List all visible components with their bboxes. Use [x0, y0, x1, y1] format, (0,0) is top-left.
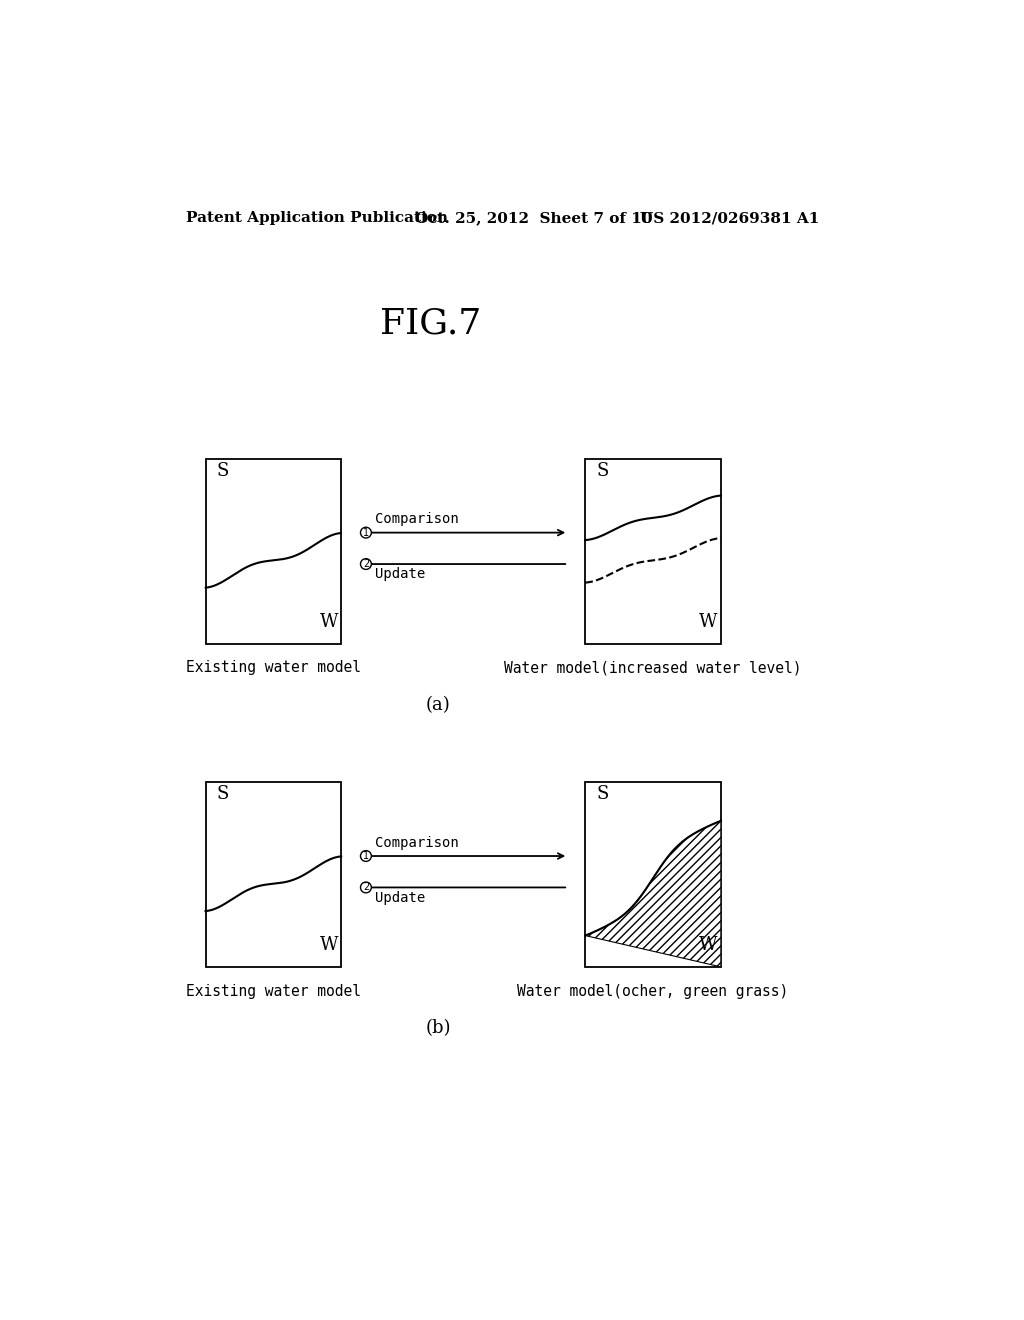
Text: Comparison: Comparison	[375, 512, 459, 527]
Text: Patent Application Publication: Patent Application Publication	[186, 211, 449, 226]
Text: 2: 2	[362, 560, 369, 569]
Text: (a): (a)	[426, 696, 451, 714]
Text: Oct. 25, 2012  Sheet 7 of 10: Oct. 25, 2012 Sheet 7 of 10	[415, 211, 652, 226]
Text: Existing water model: Existing water model	[185, 660, 360, 676]
Text: S: S	[596, 462, 608, 479]
Text: S: S	[596, 785, 608, 803]
Text: Water model(ocher, green grass): Water model(ocher, green grass)	[517, 983, 788, 999]
Text: W: W	[319, 612, 338, 631]
Text: US 2012/0269381 A1: US 2012/0269381 A1	[640, 211, 819, 226]
Text: W: W	[699, 612, 718, 631]
Text: (b): (b)	[425, 1019, 451, 1038]
Text: W: W	[699, 936, 718, 954]
Polygon shape	[586, 821, 721, 966]
Circle shape	[360, 850, 372, 862]
Circle shape	[360, 558, 372, 569]
Text: 1: 1	[362, 528, 369, 537]
Bar	[586, 781, 721, 966]
Text: Update: Update	[375, 891, 426, 904]
Text: W: W	[319, 936, 338, 954]
Text: Comparison: Comparison	[375, 836, 459, 850]
Text: Update: Update	[375, 568, 426, 581]
Text: 2: 2	[362, 883, 369, 892]
Text: Existing water model: Existing water model	[185, 983, 360, 999]
Bar	[206, 781, 341, 966]
Text: S: S	[216, 785, 228, 803]
Bar	[586, 459, 721, 644]
Text: Water model(increased water level): Water model(increased water level)	[504, 660, 802, 676]
Circle shape	[360, 882, 372, 892]
Circle shape	[360, 527, 372, 539]
Text: 1: 1	[362, 851, 369, 861]
Text: S: S	[216, 462, 228, 479]
Bar	[206, 459, 341, 644]
Text: FIG.7: FIG.7	[380, 308, 481, 341]
